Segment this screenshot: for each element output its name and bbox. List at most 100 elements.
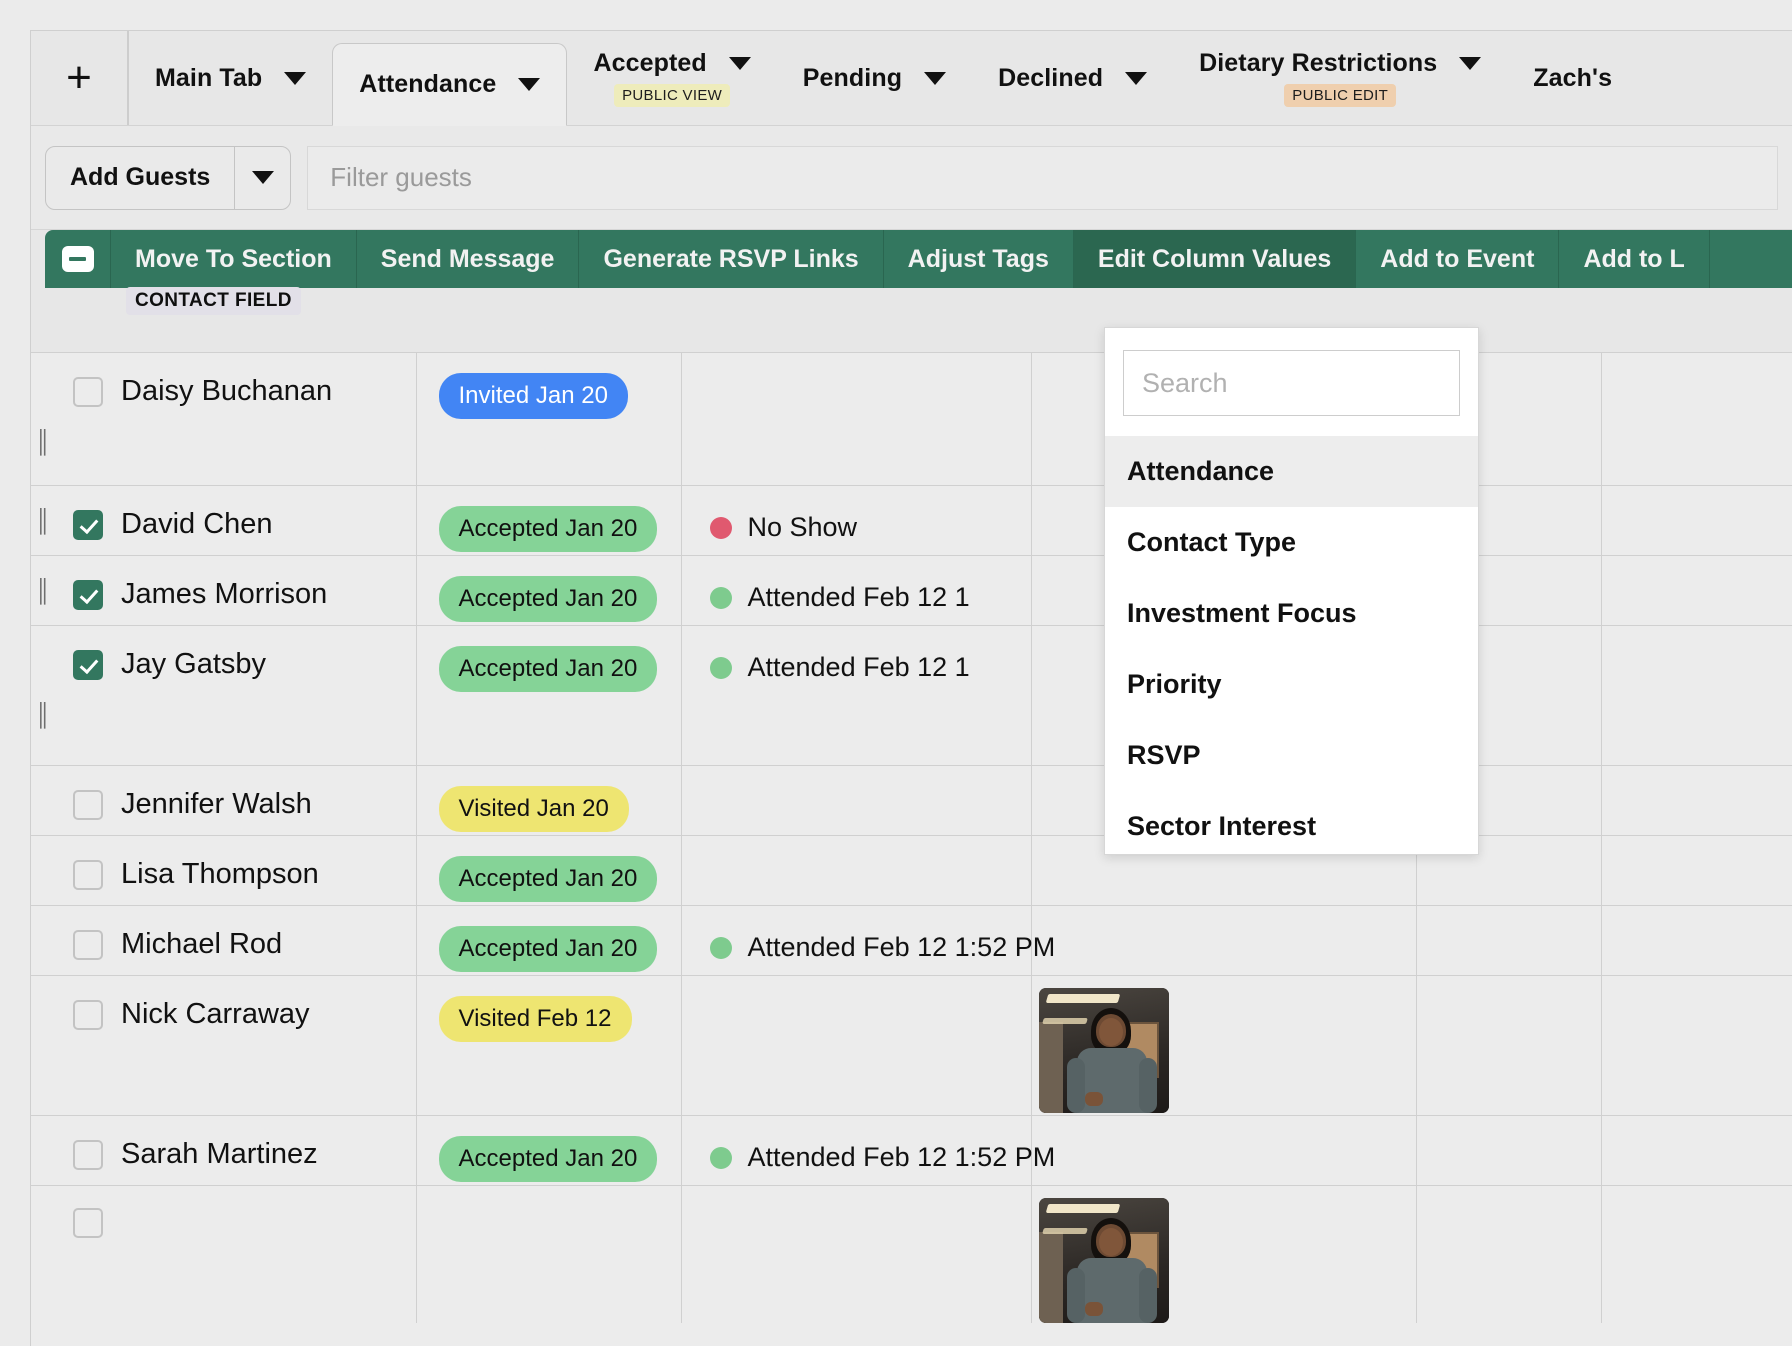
table-row[interactable]: Jennifer Walsh Visited Jan 20	[31, 765, 1792, 836]
attendance-status-dot	[709, 936, 732, 959]
cell-name: David Chen ║	[31, 485, 417, 556]
filter-guests-box[interactable]	[307, 145, 1778, 210]
bulk-action-adjust-tags[interactable]: Adjust Tags	[884, 230, 1074, 288]
row-drag-handle[interactable]: ║	[35, 702, 51, 727]
rsvp-status-pill[interactable]: Visited Jan 20	[438, 786, 629, 832]
dropdown-search-wrap	[1105, 328, 1478, 436]
guest-name: Lisa Thompson	[121, 858, 319, 890]
cell-attendance	[681, 352, 1032, 486]
dropdown-option-sector-interest[interactable]: Sector Interest	[1127, 811, 1317, 841]
rsvp-status-pill[interactable]: Accepted Jan 20	[438, 506, 658, 552]
guest-name: Michael Rod	[121, 928, 283, 960]
cell-name: Sarah Martinez	[31, 1115, 417, 1186]
tab-pending[interactable]: Pending	[777, 31, 972, 125]
rsvp-status-pill[interactable]: Accepted Jan 20	[438, 646, 658, 692]
add-tab-button[interactable]: +	[31, 31, 128, 125]
table-row[interactable]: Jay Gatsby ║ Accepted Jan 20 Attended Feb 1…	[31, 625, 1792, 766]
bulk-action-edit-column-values[interactable]: Edit Column Values	[1073, 230, 1357, 288]
bulk-action-generate-rsvp-links[interactable]: Generate RSVP Links	[579, 230, 884, 288]
attendance-text: No Show	[747, 512, 858, 542]
row-checkbox[interactable]	[73, 1208, 103, 1238]
bulk-action-bar: Move To Section Send Message Generate RSVP…	[45, 230, 1792, 288]
bulk-action-add-to-event[interactable]: Add to Event	[1356, 230, 1560, 288]
chevron-down-icon[interactable]	[284, 71, 307, 85]
guest-photo-thumbnail[interactable]	[1038, 1198, 1169, 1323]
cell-photo	[1031, 1115, 1417, 1186]
table-row[interactable]: Lisa Thompson Accepted Jan 20	[31, 835, 1792, 906]
chevron-down-icon[interactable]	[924, 71, 947, 85]
cell-extra-1	[1416, 1185, 1602, 1323]
cell-attendance: Attended Feb 12 1	[681, 555, 1032, 626]
guest-name: Sarah Martinez	[121, 1138, 318, 1170]
add-guests-button[interactable]: Add Guests	[46, 147, 234, 209]
row-checkbox[interactable]	[73, 1139, 103, 1170]
table-row[interactable]: Michael Rod Accepted Jan 20 Attended Feb 1…	[31, 905, 1792, 976]
table-row[interactable]: Nick Carraway Visited Feb 12	[31, 975, 1792, 1116]
bulk-action-move-to-section[interactable]: Move To Section	[111, 230, 357, 288]
row-checkbox[interactable]	[73, 579, 103, 610]
row-drag-handle[interactable]: ║	[35, 508, 51, 533]
cell-rsvp: Accepted Jan 20	[416, 905, 682, 976]
cell-extra-2	[1601, 835, 1792, 906]
cell-extra-1	[1416, 1115, 1602, 1186]
guest-name: Jennifer Walsh	[121, 788, 312, 820]
filter-guests-input[interactable]	[330, 162, 1755, 193]
row-checkbox[interactable]	[73, 999, 103, 1030]
attendance-text: Attended Feb 12 1:52 PM	[747, 1142, 1056, 1172]
chevron-down-icon	[251, 171, 274, 184]
row-drag-handle[interactable]: ║	[35, 429, 51, 454]
tab-permission-badge: PUBLIC EDIT	[1284, 84, 1397, 107]
app-frame: + Main Tab Attendance Accepted PUBLIC VIEW P…	[30, 30, 1792, 1346]
cell-photo	[1031, 905, 1417, 976]
cell-name: Lisa Thompson	[31, 835, 417, 906]
cell-rsvp: Visited Feb 12	[416, 975, 682, 1116]
row-checkbox[interactable]	[73, 929, 103, 960]
table-row[interactable]: Sarah Martinez Accepted Jan 20 Attended Fe…	[31, 1115, 1792, 1186]
tab-accepted[interactable]: Accepted PUBLIC VIEW	[567, 31, 776, 125]
rsvp-status-pill[interactable]: Accepted Jan 20	[438, 856, 658, 902]
tab-declined[interactable]: Declined	[972, 31, 1173, 125]
row-drag-handle[interactable]: ║	[35, 578, 51, 603]
table-row[interactable]: David Chen ║ Accepted Jan 20 No Show	[31, 485, 1792, 556]
bulk-action-add-to-l[interactable]: Add to L	[1559, 230, 1710, 288]
tab-zach-s[interactable]: Zach's	[1507, 31, 1638, 125]
cell-name: Jennifer Walsh	[31, 765, 417, 836]
cell-rsvp: Accepted Jan 20	[416, 1115, 682, 1186]
row-checkbox[interactable]	[73, 509, 103, 540]
guest-table-scroll[interactable]: Daisy Buchanan ║ Invited Jan 20 David Chen ║…	[31, 352, 1792, 1346]
chevron-down-icon[interactable]	[1125, 71, 1148, 85]
rsvp-status-pill[interactable]: Accepted Jan 20	[438, 1136, 658, 1182]
chevron-down-icon[interactable]	[728, 57, 751, 70]
dropdown-option-contact-type[interactable]: Contact Type	[1127, 527, 1297, 557]
select-all-checkbox[interactable]	[45, 230, 111, 288]
row-checkbox[interactable]	[73, 789, 103, 820]
row-checkbox[interactable]	[73, 859, 103, 890]
cell-rsvp: Accepted Jan 20	[416, 485, 682, 556]
cell-extra-1	[1416, 905, 1602, 976]
dropdown-option-priority[interactable]: Priority	[1127, 669, 1222, 699]
dropdown-option-attendance[interactable]: Attendance	[1105, 436, 1478, 507]
tab-dietary-restrictions[interactable]: Dietary Restrictions PUBLIC EDIT	[1173, 31, 1507, 125]
table-row[interactable]	[31, 1185, 1792, 1323]
guest-name: David Chen	[121, 508, 273, 540]
table-row[interactable]: James Morrison ║ Accepted Jan 20 Attended F…	[31, 555, 1792, 626]
tab-main-tab[interactable]: Main Tab	[129, 31, 332, 125]
rsvp-status-pill[interactable]: Visited Feb 12	[438, 996, 632, 1042]
dropdown-option-investment-focus[interactable]: Investment Focus	[1127, 598, 1357, 628]
row-checkbox[interactable]	[73, 649, 103, 680]
dropdown-option-rsvp[interactable]: RSVP	[1127, 740, 1201, 770]
chevron-down-icon[interactable]	[518, 78, 541, 91]
rsvp-status-pill[interactable]: Invited Jan 20	[438, 373, 628, 419]
rsvp-status-pill[interactable]: Accepted Jan 20	[438, 576, 658, 622]
tab-label: Main Tab	[155, 63, 263, 92]
chevron-down-icon[interactable]	[1459, 57, 1482, 70]
tab-attendance[interactable]: Attendance	[332, 43, 568, 126]
table-row[interactable]: Daisy Buchanan ║ Invited Jan 20	[31, 352, 1792, 486]
bulk-action-send-message[interactable]: Send Message	[357, 230, 580, 288]
add-guests-dropdown-button[interactable]	[234, 146, 290, 209]
dropdown-search-input[interactable]	[1123, 350, 1460, 416]
row-checkbox[interactable]	[73, 376, 103, 407]
guest-photo-thumbnail[interactable]	[1038, 988, 1169, 1113]
rsvp-status-pill[interactable]: Accepted Jan 20	[438, 926, 658, 972]
cell-name: Jay Gatsby ║	[31, 625, 417, 766]
